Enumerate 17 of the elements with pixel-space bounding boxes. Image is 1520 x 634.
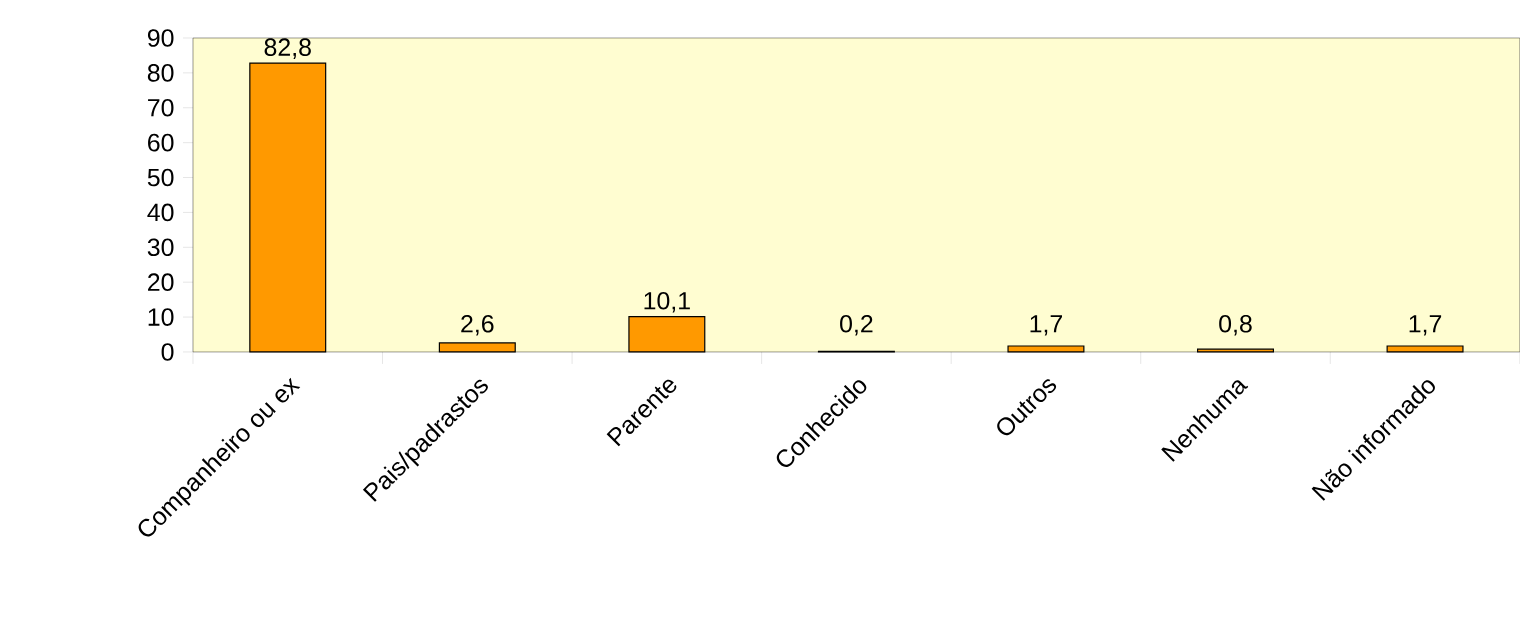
y-tick-label: 30 [147, 238, 174, 257]
y-tick-label: 50 [147, 168, 174, 187]
data-label: 0,8 [1219, 315, 1252, 336]
data-label: 0,2 [840, 315, 873, 336]
y-tick-label: 40 [147, 203, 174, 222]
y-tick-label: 70 [148, 98, 174, 117]
y-tick-label: 60 [148, 133, 174, 152]
y-tick-label: 90 [147, 29, 174, 47]
data-label: 2,6 [461, 315, 494, 336]
y-tick-label: 80 [147, 64, 174, 82]
data-label: 82,8 [264, 38, 311, 59]
y-tick-label: 10 [148, 308, 174, 326]
data-label: 10,1 [644, 291, 690, 313]
y-tick-label: 20 [148, 273, 174, 292]
y-tick-label: 0 [161, 343, 174, 361]
data-label: 1,7 [1030, 315, 1062, 336]
data-label: 1,7 [1409, 315, 1442, 336]
